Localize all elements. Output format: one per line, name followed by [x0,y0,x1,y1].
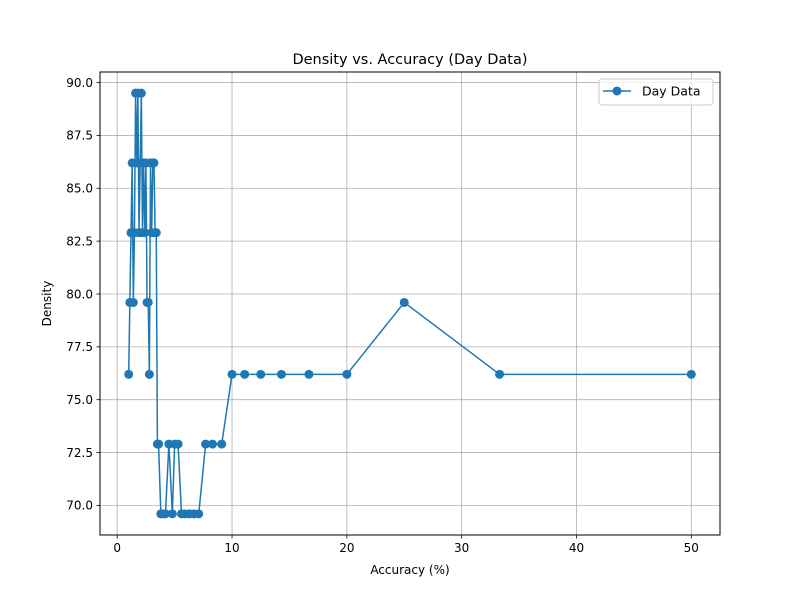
chart-title: Density vs. Accuracy (Day Data) [292,52,527,68]
x-tick-label: 10 [224,541,239,555]
grid [100,72,720,535]
data-point [208,439,218,449]
data-point [124,369,134,379]
data-point [495,369,505,379]
x-axis-ticks: 0 10 20 30 40 50 [113,535,699,555]
y-tick-label: 85.0 [66,182,93,196]
data-point [160,509,170,519]
y-tick-label: 77.5 [66,340,93,354]
plot-frame [99,71,721,536]
data-point [128,297,138,307]
data-point [686,369,696,379]
x-tick-label: 20 [339,541,354,555]
y-tick-label: 90.0 [66,76,93,90]
data-point [154,439,164,449]
data-point [256,369,266,379]
data-point [167,509,177,519]
x-tick-label: 30 [454,541,469,555]
y-axis-ticks: 70.0 72.5 75.0 77.5 80.0 82.5 85.0 87.5 90.0 [66,76,100,513]
data-point [151,228,161,238]
legend-marker [612,86,622,96]
data-point [149,158,159,168]
y-tick-label: 87.5 [66,129,93,143]
series-layer [124,88,696,519]
y-tick-label: 82.5 [66,234,93,248]
data-point [276,369,286,379]
y-tick-label: 80.0 [66,287,93,301]
data-point [136,88,146,98]
x-tick-label: 40 [569,541,584,555]
y-axis-label: Density [40,281,54,327]
data-point [194,509,204,519]
data-point [140,228,150,238]
x-tick-label: 0 [113,541,121,555]
x-tick-label: 50 [684,541,699,555]
data-point [144,369,154,379]
y-tick-label: 72.5 [66,446,93,460]
data-point [304,369,314,379]
legend-label: Day Data [642,84,701,99]
x-axis-label: Accuracy (%) [370,563,449,577]
legend-box [598,78,714,106]
data-point [217,439,227,449]
data-point [399,297,409,307]
data-point [201,439,211,449]
y-tick-label: 75.0 [66,393,93,407]
data-point [227,369,237,379]
data-point [240,369,250,379]
data-point [143,297,153,307]
legend: Day Data [598,78,714,106]
data-point [173,439,183,449]
data-point [342,369,352,379]
y-tick-label: 70.0 [66,499,93,513]
